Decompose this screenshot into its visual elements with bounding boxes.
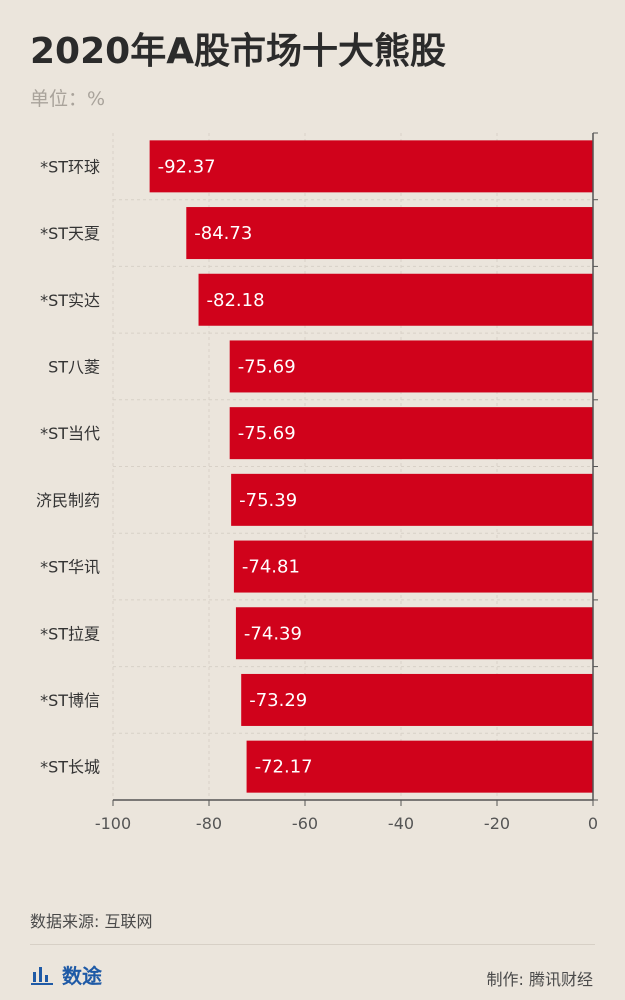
footer-divider — [30, 944, 595, 945]
category-label: *ST当代 — [40, 424, 100, 443]
bar-value-label: -82.18 — [207, 290, 265, 311]
category-label: *ST实达 — [40, 291, 100, 310]
bar-value-label: -92.37 — [158, 156, 216, 177]
bar-value-label: -72.17 — [255, 757, 313, 778]
brand-name: 数途 — [62, 964, 102, 988]
bars: -92.37 -84.73 -82.18 -75.69 -75.69 -75.39 -74.… — [149, 140, 594, 793]
bar-value-label: -74.39 — [244, 623, 302, 644]
bar-chart: -92.37 -84.73 -82.18 -75.69 -75.69 -75.39 -74.… — [36, 132, 598, 833]
bar — [246, 740, 594, 793]
x-tick-label: -100 — [95, 814, 131, 833]
bar — [186, 207, 593, 260]
bar — [241, 673, 593, 726]
category-label: *ST拉夏 — [40, 624, 100, 643]
category-label: *ST博信 — [40, 691, 100, 710]
category-label: *ST天夏 — [40, 224, 100, 243]
x-tick-label: -80 — [196, 814, 222, 833]
bar-chart-icon — [30, 964, 54, 986]
category-label: *ST长城 — [40, 758, 100, 777]
x-tick-label: -40 — [388, 814, 414, 833]
data-source: 数据来源: 互联网 — [30, 912, 153, 931]
chart-title: 2020年A股市场十大熊股 — [30, 31, 447, 72]
bar-value-label: -74.81 — [242, 557, 300, 578]
category-label: *ST华讯 — [40, 558, 100, 577]
bar — [231, 473, 594, 526]
x-tick-label: -20 — [484, 814, 510, 833]
x-tick-label: -60 — [292, 814, 318, 833]
category-label: ST八菱 — [48, 357, 100, 376]
bar — [235, 607, 594, 660]
bar-value-label: -75.69 — [238, 356, 296, 377]
bar — [233, 540, 594, 593]
x-tick-label: 0 — [588, 814, 598, 833]
bar — [229, 407, 594, 460]
bar — [229, 340, 594, 393]
bar — [149, 140, 593, 193]
bar — [198, 273, 593, 326]
grid-lines — [112, 133, 593, 800]
bar-value-label: -75.69 — [238, 423, 296, 444]
credit-text: 制作: 腾讯财经 — [486, 970, 593, 989]
unit-label: 单位：% — [30, 88, 106, 110]
brand-logo: 数途 — [30, 960, 102, 989]
bar-value-label: -75.39 — [239, 490, 297, 511]
bar-value-label: -73.29 — [249, 690, 307, 711]
category-label: 济民制药 — [36, 491, 100, 510]
bar-value-label: -84.73 — [194, 223, 252, 244]
category-label: *ST环球 — [40, 157, 100, 176]
